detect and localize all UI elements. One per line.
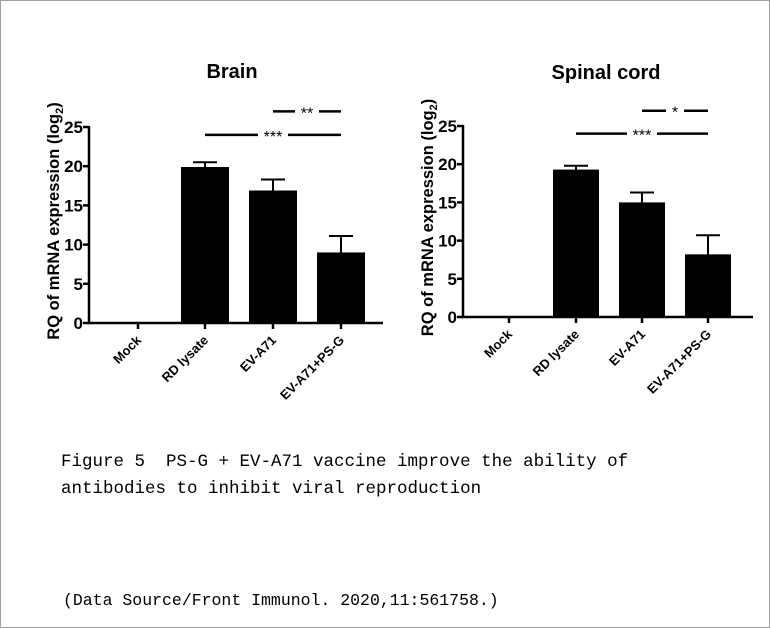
figure-caption: Figure 5 PS-G + EV-A71 vaccine improve t… bbox=[61, 449, 628, 503]
x-tick-label: EV-A71 bbox=[237, 333, 279, 375]
y-axis-label: RQ of mRNA expression (log2) bbox=[419, 99, 440, 336]
chart-0: Brain RQ of mRNA expression (log2) 0 5 10 15 2… bbox=[45, 61, 383, 403]
bar bbox=[619, 202, 665, 317]
y-tick-label: 10 bbox=[64, 236, 83, 255]
significance-label: * bbox=[672, 105, 678, 122]
y-axis-label-close: ) bbox=[419, 99, 437, 105]
x-tick-label: EV-A71 bbox=[606, 327, 648, 369]
x-tick-label: RD lysate bbox=[159, 333, 212, 386]
bar bbox=[181, 166, 229, 323]
chart-title: Brain bbox=[206, 61, 257, 83]
chart-title: Spinal cord bbox=[552, 62, 661, 84]
y-axis-label-main: RQ of mRNA expression (log bbox=[419, 110, 437, 336]
caption-line-2: antibodies to inhibit viral reproduction bbox=[61, 479, 482, 499]
y-tick-label: 25 bbox=[438, 117, 457, 136]
y-tick-label: 15 bbox=[64, 196, 83, 215]
y-tick-label: 0 bbox=[74, 314, 83, 333]
data-source: (Data Source/Front Immunol. 2020,11:5617… bbox=[63, 591, 499, 610]
y-axis-label-subscript: 2 bbox=[54, 108, 66, 114]
y-tick-label: 0 bbox=[448, 308, 457, 327]
x-tick-label: Mock bbox=[481, 326, 516, 361]
y-tick-label: 5 bbox=[448, 270, 457, 289]
significance-label: *** bbox=[264, 129, 283, 146]
x-tick-label: RD lysate bbox=[530, 327, 583, 380]
y-tick-label: 5 bbox=[74, 275, 83, 294]
chart-1: Spinal cord RQ of mRNA expression (log2) 0… bbox=[419, 62, 753, 397]
y-axis-label-close: ) bbox=[45, 102, 63, 108]
y-axis-label-subscript: 2 bbox=[428, 104, 440, 110]
significance-label: ** bbox=[301, 105, 313, 122]
y-tick-label: 10 bbox=[438, 232, 457, 251]
y-tick-label: 20 bbox=[64, 157, 83, 176]
bar bbox=[685, 254, 731, 317]
caption-line-1: Figure 5 PS-G + EV-A71 vaccine improve t… bbox=[61, 452, 629, 472]
bar bbox=[553, 169, 599, 317]
x-tick-label: EV-A71+PS-G bbox=[644, 327, 714, 397]
y-axis-label: RQ of mRNA expression (log2) bbox=[45, 102, 66, 339]
x-tick-label: EV-A71+PS-G bbox=[277, 333, 347, 403]
y-axis-label-main: RQ of mRNA expression (log bbox=[45, 114, 63, 340]
y-tick-label: 15 bbox=[438, 193, 457, 212]
bar bbox=[317, 252, 365, 323]
y-tick-label: 20 bbox=[438, 155, 457, 174]
significance-label: *** bbox=[633, 128, 652, 145]
bar bbox=[249, 190, 297, 323]
y-tick-label: 25 bbox=[64, 118, 83, 137]
x-tick-label: Mock bbox=[110, 332, 145, 367]
